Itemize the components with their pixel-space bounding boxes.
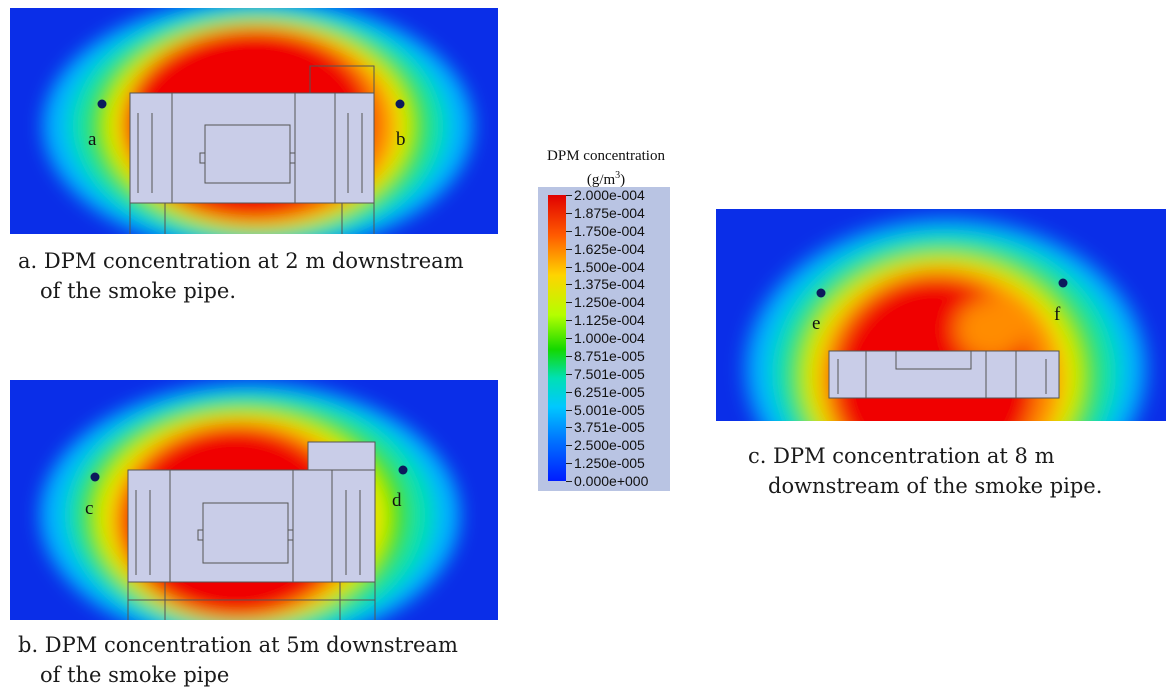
- vehicle-outline-c: [828, 350, 1060, 399]
- legend-tick: [566, 427, 572, 429]
- caption-c: c. DPM concentration at 8 m downstream o…: [748, 441, 1102, 501]
- legend-title-text: DPM concentration: [547, 148, 665, 164]
- legend-tick: [566, 212, 572, 214]
- legend-label: 2.500e-005: [574, 437, 645, 454]
- caption-b-line1: b. DPM concentration at 5m downstream: [18, 633, 458, 657]
- legend-label: 3.751e-005: [574, 419, 645, 436]
- point-label-d: d: [392, 490, 402, 511]
- legend-label: 7.501e-005: [574, 365, 645, 382]
- legend-label: 1.250e-004: [574, 294, 645, 311]
- legend-label: 1.125e-004: [574, 312, 645, 329]
- vehicle-outline-a: [129, 65, 375, 234]
- contour-panel-a: a b: [10, 8, 498, 234]
- legend-tick: [566, 284, 572, 286]
- point-label-a: a: [88, 129, 97, 150]
- color-legend: 2.000e-004 1.875e-004 1.750e-004 1.625e-004…: [538, 187, 670, 491]
- measurement-point-e: [816, 288, 826, 298]
- legend-label: 2.000e-004: [574, 187, 645, 203]
- legend-tick: [566, 409, 572, 411]
- legend-label: 8.751e-005: [574, 347, 645, 364]
- measurement-point-d: [398, 465, 408, 475]
- legend-unit: (g/m3): [586, 170, 626, 188]
- measurement-point-b: [395, 99, 405, 109]
- legend-color-bar: [548, 195, 566, 481]
- legend-label: 5.001e-005: [574, 401, 645, 418]
- caption-b-line2: of the smoke pipe: [40, 663, 230, 687]
- legend-tick: [566, 355, 572, 357]
- contour-panel-c: e f: [716, 209, 1166, 421]
- legend-label: 1.500e-004: [574, 258, 645, 275]
- point-label-f: f: [1054, 304, 1061, 325]
- legend-tick: [566, 195, 572, 196]
- contour-plot-c: e f: [716, 209, 1166, 421]
- caption-a-line1: a. DPM concentration at 2 m downstream: [18, 249, 464, 273]
- legend-label: 6.251e-005: [574, 383, 645, 400]
- legend-tick: [566, 463, 572, 465]
- caption-a-line2: of the smoke pipe.: [40, 279, 237, 303]
- point-label-e: e: [812, 313, 820, 334]
- legend-tick: [566, 445, 572, 447]
- caption-b: b. DPM concentration at 5m downstream of…: [18, 630, 458, 690]
- caption-c-line2: downstream of the smoke pipe.: [768, 474, 1103, 498]
- legend-tick: [566, 338, 572, 339]
- legend-tick: [566, 266, 572, 268]
- point-label-b: b: [396, 129, 406, 150]
- legend-tick: [566, 481, 572, 482]
- legend-label: 1.875e-004: [574, 204, 645, 221]
- measurement-point-a: [97, 99, 107, 109]
- measurement-point-c: [90, 472, 100, 482]
- contour-plot-a: a b: [10, 8, 498, 234]
- legend-label: 1.750e-004: [574, 222, 645, 239]
- legend-label: 1.375e-004: [574, 276, 645, 293]
- legend-label: 1.625e-004: [574, 240, 645, 257]
- contour-plot-b: c d: [10, 380, 498, 620]
- legend-label: 0.000e+000: [574, 473, 649, 489]
- caption-c-line1: c. DPM concentration at 8 m: [748, 444, 1055, 468]
- legend-tick: [566, 302, 572, 304]
- legend-tick: [566, 320, 572, 322]
- legend-title: DPM concentration (g/m3): [540, 147, 672, 190]
- legend-tick: [566, 373, 572, 375]
- contour-panel-b: c d: [10, 380, 498, 620]
- legend-tick: [566, 391, 572, 393]
- measurement-point-f: [1058, 278, 1068, 288]
- legend-label: 1.000e-004: [574, 330, 645, 346]
- vehicle-outline-b: [127, 441, 376, 620]
- caption-a: a. DPM concentration at 2 m downstream o…: [18, 246, 464, 306]
- legend-tick: [566, 248, 572, 250]
- legend-tick: [566, 230, 572, 232]
- point-label-c: c: [85, 498, 93, 519]
- legend-label: 1.250e-005: [574, 455, 645, 472]
